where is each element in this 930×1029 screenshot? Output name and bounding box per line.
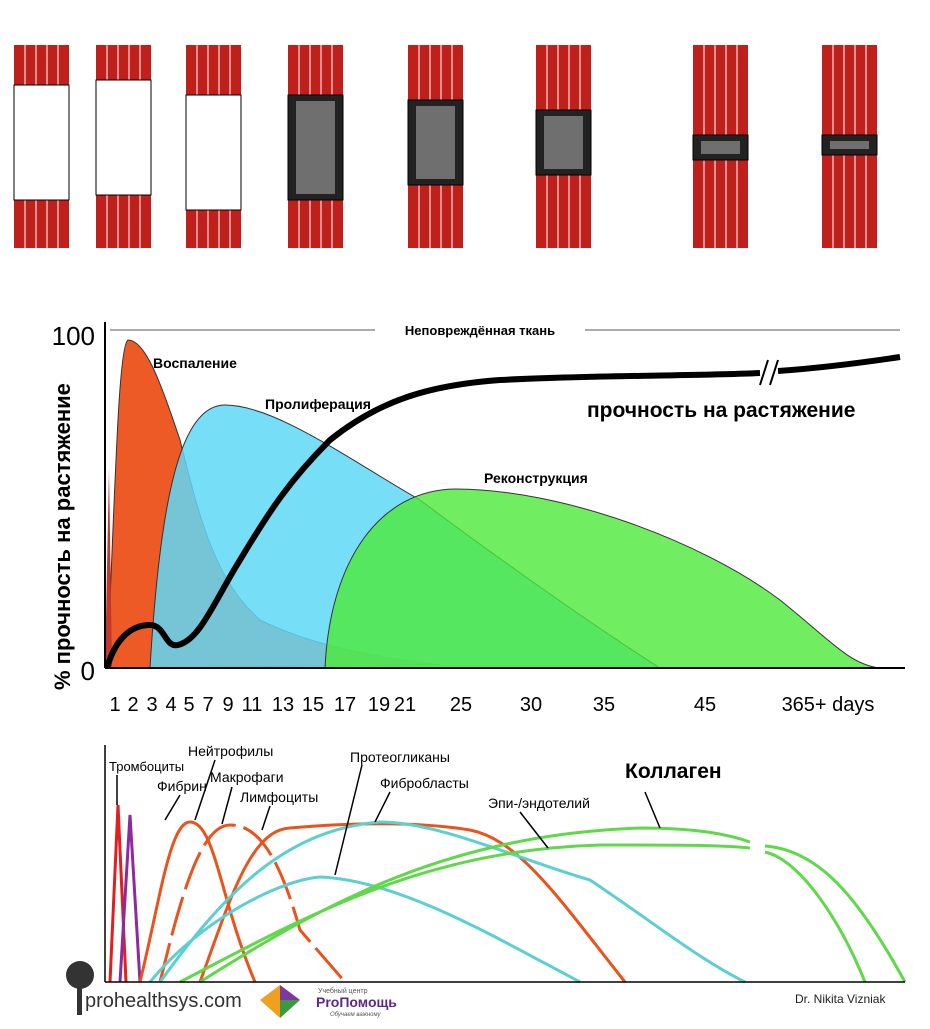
logo-name: ProПомощь — [316, 994, 397, 1010]
x-tick: 45 — [694, 694, 716, 716]
break — [759, 359, 769, 386]
x-tick: 11 — [242, 694, 263, 716]
spike — [105, 468, 112, 668]
cell-label: Фибрин — [157, 778, 207, 794]
injury — [185, 94, 242, 211]
strength-curve — [777, 354, 901, 374]
x-tick: 35 — [593, 694, 615, 716]
y-tick: 100 — [52, 321, 95, 351]
strength-label: прочность на растяжение — [587, 399, 855, 422]
pointers — [116, 759, 661, 876]
x-tick: 19 — [368, 694, 390, 716]
injury — [701, 141, 740, 154]
x-tick: 13 — [272, 694, 294, 716]
author: Dr. Nikita Vizniak — [795, 992, 886, 1006]
cell-label: Нейтрофилы — [188, 743, 273, 759]
cell-curves — [108, 804, 907, 984]
logo-tagline: Обучаем важному — [330, 1012, 382, 1018]
injury — [544, 116, 583, 169]
injury — [821, 134, 878, 156]
cell-label: Протеогликаны — [350, 749, 450, 765]
x-tick: 25 — [450, 694, 472, 716]
collagen-title: Коллаген — [625, 760, 722, 783]
x-tick: 3 — [146, 694, 157, 716]
x-ticks: 1 2 3 4 5 7 9 11 13 15 17 19 21 25 30 35 45 365+ days — [109, 694, 874, 716]
tissue-strips — [13, 45, 878, 248]
x-tick: 365+ days — [782, 694, 875, 716]
injury — [296, 101, 335, 194]
x-tick: 15 — [302, 694, 324, 716]
y-axis-label: % прочность на растяжение — [50, 383, 75, 690]
phase-label: Воспаление — [153, 355, 237, 371]
injury — [13, 84, 70, 201]
strength-curve — [104, 370, 761, 669]
phase-label: Пролиферация — [265, 396, 371, 412]
x-tick: 9 — [222, 694, 233, 716]
logo-small: Учебный центр — [318, 987, 368, 995]
injury — [830, 141, 869, 149]
cell-label: Тромбоциты — [109, 759, 184, 774]
site: prohealthsys.com — [85, 990, 242, 1012]
x-tick: 21 — [394, 694, 416, 716]
x-tick: 7 — [202, 694, 213, 716]
phase-areas — [105, 339, 881, 669]
cell-label: Эпи-/эндотелий — [488, 795, 590, 811]
injury — [692, 134, 749, 161]
x-tick: 1 — [109, 694, 120, 716]
tree-logo — [66, 961, 94, 1015]
x-tick: 2 — [127, 694, 138, 716]
y-tick: 0 — [81, 656, 95, 686]
break — [769, 359, 779, 386]
injury — [287, 94, 344, 201]
x-tick: 5 — [183, 694, 194, 716]
injury — [535, 109, 592, 176]
x-tick: 17 — [334, 694, 356, 716]
cell-label: Фибробласты — [380, 775, 469, 791]
cell-label: Лимфоциты — [240, 789, 318, 805]
x-tick: 4 — [165, 694, 176, 716]
remodeling-area — [324, 488, 881, 669]
injury — [416, 106, 455, 179]
injury — [95, 79, 152, 196]
phase-label: Реконструкция — [484, 470, 588, 486]
cell-label: Макрофаги — [210, 769, 284, 785]
injury — [407, 99, 464, 186]
top-label: Неповреждённая ткань — [405, 323, 555, 338]
x-tick: 30 — [520, 694, 542, 716]
